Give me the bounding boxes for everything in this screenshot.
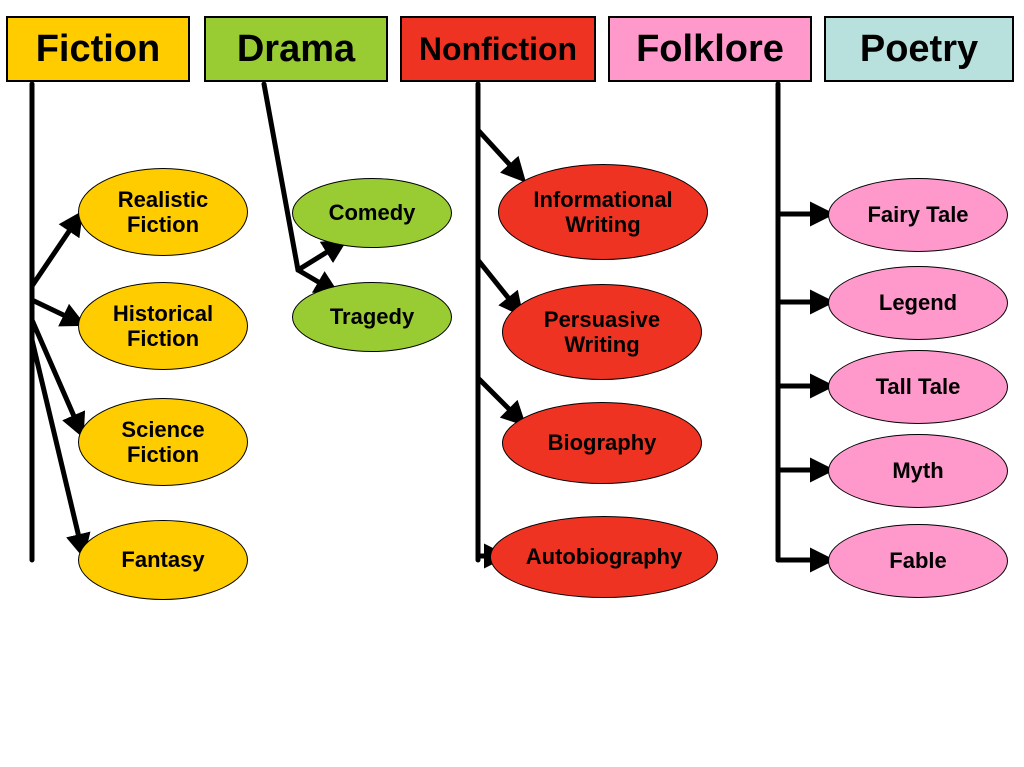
header-label: Folklore [636, 28, 784, 71]
header-label: Poetry [860, 28, 978, 71]
node-label: Fairy Tale [867, 202, 968, 227]
node-label: HistoricalFiction [113, 301, 213, 352]
edge-nonfiction-branch [478, 378, 520, 420]
node-label: Tall Tale [876, 374, 961, 399]
header-label: Drama [237, 28, 355, 71]
node-informational-writing: InformationalWriting [498, 164, 708, 260]
node-legend: Legend [828, 266, 1008, 340]
header-folklore: Folklore [608, 16, 812, 82]
edge-fiction-branch [32, 300, 78, 322]
edge-drama-root [264, 84, 298, 270]
node-biography: Biography [502, 402, 702, 484]
node-autobiography: Autobiography [490, 516, 718, 598]
edge-fiction-branch [32, 320, 80, 430]
node-label: Tragedy [330, 304, 414, 329]
node-label: Biography [548, 430, 657, 455]
edge-fiction-branch [32, 218, 78, 286]
edge-nonfiction-branch [478, 130, 520, 176]
node-tragedy: Tragedy [292, 282, 452, 352]
node-fantasy: Fantasy [78, 520, 248, 600]
node-label: PersuasiveWriting [544, 307, 660, 358]
node-label: ScienceFiction [121, 417, 204, 468]
node-persuasive-writing: PersuasiveWriting [502, 284, 702, 380]
header-poetry: Poetry [824, 16, 1014, 82]
node-label: Myth [892, 458, 943, 483]
node-label: InformationalWriting [533, 187, 672, 238]
node-comedy: Comedy [292, 178, 452, 248]
node-science-fiction: ScienceFiction [78, 398, 248, 486]
node-label: Comedy [329, 200, 416, 225]
node-historical-fiction: HistoricalFiction [78, 282, 248, 370]
header-label: Nonfiction [419, 31, 577, 68]
node-fairy-tale: Fairy Tale [828, 178, 1008, 252]
node-myth: Myth [828, 434, 1008, 508]
node-label: Fantasy [121, 547, 204, 572]
edge-fiction-branch [32, 340, 82, 550]
node-fable: Fable [828, 524, 1008, 598]
node-label: Fable [889, 548, 946, 573]
header-drama: Drama [204, 16, 388, 82]
header-nonfiction: Nonfiction [400, 16, 596, 82]
node-label: Legend [879, 290, 957, 315]
edge-nonfiction-branch [478, 260, 518, 310]
node-label: Autobiography [526, 544, 682, 569]
node-tall-tale: Tall Tale [828, 350, 1008, 424]
node-realistic-fiction: RealisticFiction [78, 168, 248, 256]
header-label: Fiction [36, 28, 161, 71]
edge-drama-branch [298, 244, 340, 270]
header-fiction: Fiction [6, 16, 190, 82]
node-label: RealisticFiction [118, 187, 209, 238]
